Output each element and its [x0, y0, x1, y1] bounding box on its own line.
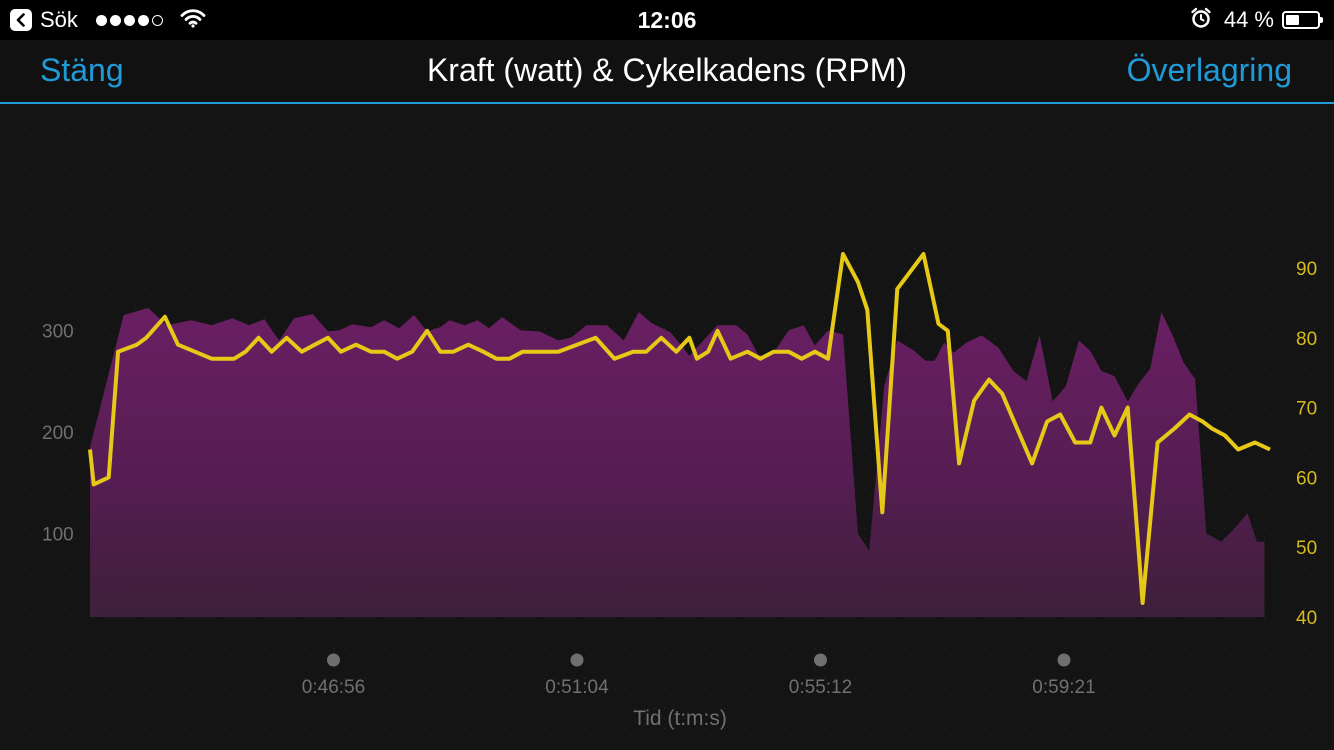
right-axis-tick-label: 90 — [1296, 259, 1317, 280]
signal-dot — [151, 14, 163, 26]
x-axis-tick-label: 0:59:21 — [1032, 677, 1095, 698]
x-tick-marker — [327, 653, 340, 667]
right-axis-tick-label: 70 — [1296, 399, 1317, 420]
left-axis-tick-label: 200 — [42, 423, 74, 444]
wifi-icon — [180, 8, 206, 33]
left-axis-tick-label: 300 — [42, 321, 74, 342]
status-right: 44 % — [1190, 7, 1323, 34]
signal-dot — [95, 14, 107, 26]
signal-strength-icon — [95, 14, 166, 26]
battery-percent: 44 % — [1223, 7, 1274, 32]
status-time: 12:06 — [637, 7, 697, 33]
chart-area[interactable]: 100 200 300 40 50 60 70 80 90 0:46:56 0:51:04 0:5… — [0, 104, 1334, 750]
x-tick-marker — [814, 653, 827, 667]
signal-dot — [109, 14, 121, 26]
right-axis-tick-label: 60 — [1296, 468, 1317, 489]
power-cadence-chart[interactable]: 100 200 300 40 50 60 70 80 90 0:46:56 0:51:04 0:5… — [0, 104, 1334, 750]
power-area-series — [90, 308, 1265, 617]
carrier-label[interactable]: Sök — [40, 7, 78, 32]
signal-dot — [123, 14, 135, 26]
cadence-line-series — [88, 252, 1271, 605]
x-tick-marker — [570, 653, 584, 667]
navigation-bar: Stäng Kraft (watt) & Cykelkadens (RPM) Ö… — [0, 40, 1334, 104]
x-tick-marker — [1057, 653, 1071, 667]
back-to-app-icon[interactable] — [10, 9, 32, 31]
alarm-clock-icon — [1190, 7, 1212, 34]
x-axis-tick-label: 0:55:12 — [789, 677, 852, 698]
status-left: Sök — [10, 7, 206, 33]
close-button[interactable]: Stäng — [40, 52, 124, 88]
x-axis-tick-label: 0:46:56 — [302, 677, 365, 698]
x-axis-title: Tid (t:m:s) — [633, 707, 727, 730]
right-axis-tick-label: 40 — [1296, 608, 1317, 629]
status-bar: Sök 12:06 44 % — [0, 0, 1334, 40]
battery-level-fill — [1286, 15, 1299, 25]
x-axis-tick-label: 0:51:04 — [545, 677, 609, 698]
right-axis-tick-label: 50 — [1296, 538, 1317, 559]
left-axis-tick-label: 100 — [42, 525, 74, 546]
overlay-button[interactable]: Överlagring — [1126, 52, 1292, 88]
right-axis-tick-label: 80 — [1296, 329, 1317, 350]
signal-dot — [137, 14, 149, 26]
battery-icon — [1282, 11, 1323, 29]
